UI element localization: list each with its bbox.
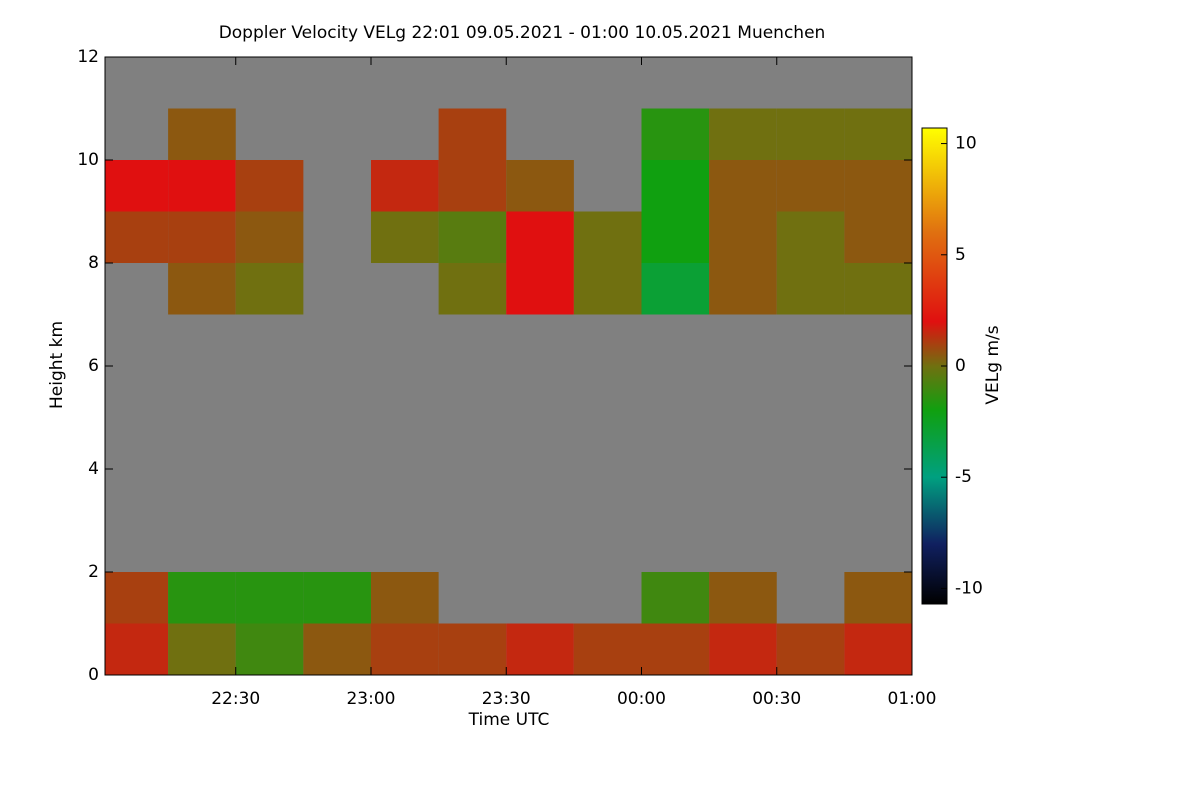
heatmap-cell: [573, 211, 642, 263]
heatmap-cell: [573, 623, 642, 675]
heatmap-cell: [168, 623, 236, 675]
heatmap-cell: [709, 572, 777, 624]
colorbar-tick-label: -5: [955, 467, 972, 487]
x-tick-label: 00:00: [617, 689, 666, 709]
heatmap-cell: [168, 263, 236, 315]
heatmap-cell: [506, 623, 574, 675]
heatmap-cell: [235, 211, 304, 263]
heatmap-cell: [168, 108, 236, 160]
heatmap-cell: [641, 108, 710, 160]
heatmap-cell: [303, 572, 371, 624]
x-tick-label: 00:30: [752, 689, 801, 709]
heatmap-cell: [370, 160, 439, 212]
heatmap-cell: [168, 160, 236, 212]
heatmap-cell: [438, 108, 507, 160]
heatmap-cell: [641, 572, 710, 624]
heatmap-cell: [370, 572, 439, 624]
heatmap-cell: [844, 160, 912, 212]
heatmap-cell: [105, 160, 169, 212]
heatmap-cell: [506, 263, 574, 315]
heatmap-cell: [776, 211, 845, 263]
heatmap-cell: [641, 623, 710, 675]
heatmap-cell: [844, 572, 912, 624]
y-tick-label: 12: [77, 47, 99, 67]
x-tick-label: 01:00: [888, 689, 937, 709]
chart-title: Doppler Velocity VELg 22:01 09.05.2021 -…: [219, 23, 826, 43]
heatmap-cell: [844, 263, 912, 315]
heatmap-cell: [506, 211, 574, 263]
heatmap-cell: [438, 623, 507, 675]
heatmap-cell: [303, 623, 371, 675]
heatmap-cell: [105, 623, 169, 675]
heatmap-cell: [235, 160, 304, 212]
colorbar-label: VELg m/s: [983, 325, 1003, 404]
heatmap-cell: [709, 623, 777, 675]
heatmap-cell: [506, 160, 574, 212]
colorbar-tick-label: 0: [955, 356, 966, 376]
heatmap-cell: [641, 211, 710, 263]
heatmap-cell: [776, 160, 845, 212]
heatmap-cell: [776, 263, 845, 315]
heatmap-cell: [709, 160, 777, 212]
y-tick-label: 2: [88, 562, 99, 582]
colorbar-tick-label: 10: [955, 134, 977, 154]
heatmap-cell: [235, 263, 304, 315]
colorbar-tick-label: -10: [955, 578, 983, 598]
heatmap-cell: [709, 211, 777, 263]
colorbar-tick-label: 5: [955, 245, 966, 265]
y-tick-label: 0: [88, 665, 99, 685]
heatmap-cell: [370, 623, 439, 675]
heatmap-cell: [641, 263, 710, 315]
heatmap-cell: [105, 572, 169, 624]
heatmap-cell: [438, 263, 507, 315]
heatmap-cell: [844, 108, 912, 160]
heatmap-cell: [168, 211, 236, 263]
x-axis-label: Time UTC: [468, 710, 550, 730]
heatmap-cell: [776, 108, 845, 160]
heatmap-cell: [709, 263, 777, 315]
heatmap-cell: [573, 263, 642, 315]
heatmap-cell: [105, 211, 169, 263]
y-tick-label: 4: [88, 459, 99, 479]
heatmap-cell: [641, 160, 710, 212]
y-tick-label: 10: [77, 150, 99, 170]
heatmap-cell: [709, 108, 777, 160]
heatmap-cell: [235, 572, 304, 624]
heatmap-cell: [438, 160, 507, 212]
y-tick-label: 6: [88, 356, 99, 376]
heatmap-cell: [235, 623, 304, 675]
x-tick-label: 23:30: [482, 689, 531, 709]
heatmap-cell: [370, 211, 439, 263]
heatmap-cell: [776, 623, 845, 675]
x-tick-label: 22:30: [211, 689, 260, 709]
heatmap-cell: [438, 211, 507, 263]
heatmap-cell: [844, 211, 912, 263]
y-axis-label: Height km: [47, 321, 67, 409]
y-tick-label: 8: [88, 253, 99, 273]
x-tick-label: 23:00: [346, 689, 395, 709]
heatmap-cell: [844, 623, 912, 675]
heatmap-cell: [168, 572, 236, 624]
